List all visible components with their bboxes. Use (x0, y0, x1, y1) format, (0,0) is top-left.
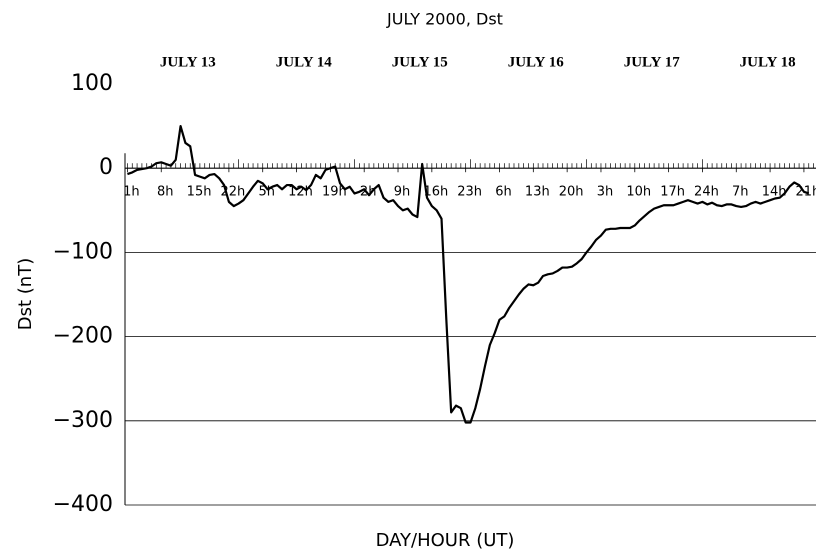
y-tick-label: −300 (53, 408, 113, 433)
y-tick-label: −400 (53, 492, 113, 517)
day-label: JULY 14 (276, 54, 332, 70)
y-tick-label: −200 (53, 324, 113, 349)
y-tick-label: −100 (53, 239, 113, 264)
x-tick-label: 8h (157, 185, 174, 200)
x-tick-label: 6h (495, 185, 512, 200)
x-tick-label: 23h (457, 185, 482, 200)
x-tick-label: 17h (660, 185, 685, 200)
y-tick-label: 100 (71, 71, 113, 96)
day-label: JULY 18 (740, 54, 796, 70)
x-tick-label: 16h (423, 185, 448, 200)
day-label: JULY 13 (160, 54, 216, 70)
day-label: JULY 17 (624, 54, 680, 70)
x-tick-label: 20h (559, 185, 584, 200)
x-tick-label: 2h (360, 185, 377, 200)
x-tick-label: 19h (322, 185, 347, 200)
x-tick-label: 10h (626, 185, 651, 200)
x-tick-label: 7h (732, 185, 749, 200)
x-tick-label: 3h (597, 185, 614, 200)
x-tick-label: 14h (762, 185, 787, 200)
day-label: JULY 16 (508, 54, 564, 70)
x-tick-label: 24h (694, 185, 719, 200)
y-axis-label: Dst (nT) (15, 258, 36, 330)
x-tick-label: 1h (123, 185, 140, 200)
x-tick-label: 13h (525, 185, 550, 200)
y-tick-label: 0 (99, 155, 113, 180)
dst-line (127, 125, 810, 424)
x-axis-label: DAY/HOUR (UT) (376, 530, 515, 551)
day-label: JULY 15 (392, 54, 448, 70)
x-tick-label: 15h (187, 185, 212, 200)
x-tick-label: 9h (394, 185, 411, 200)
chart-title: JULY 2000, Dst (386, 10, 503, 29)
